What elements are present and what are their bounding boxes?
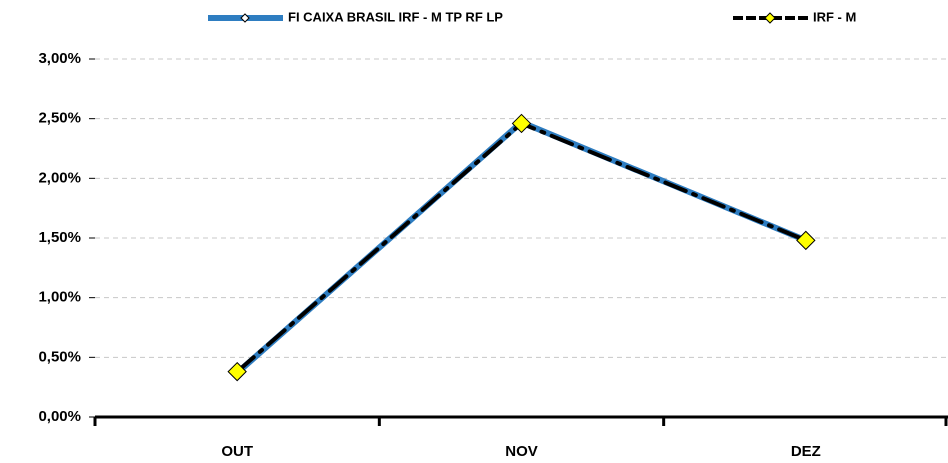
y-tick-label: 0,00% <box>38 408 81 425</box>
legend-label: FI CAIXA BRASIL IRF - M TP RF LP <box>288 9 503 24</box>
x-tick-label: OUT <box>221 443 253 460</box>
y-tick-label: 1,50% <box>38 229 81 246</box>
legend-label: IRF - M <box>813 9 856 24</box>
series-line <box>234 118 809 376</box>
marker <box>796 230 816 251</box>
x-tick-label: DEZ <box>791 443 821 460</box>
y-tick-label: 0,50% <box>38 348 81 365</box>
marker <box>227 361 247 382</box>
y-tick-label: 2,50% <box>38 110 81 127</box>
legend-marker <box>764 12 776 24</box>
legend-marker <box>240 13 250 23</box>
x-tick-label: NOV <box>505 443 538 460</box>
marker <box>511 113 532 134</box>
y-tick-label: 1,00% <box>38 289 81 306</box>
y-tick-label: 2,00% <box>38 169 81 186</box>
series-line <box>235 121 808 374</box>
y-tick-label: 3,00% <box>38 50 81 67</box>
